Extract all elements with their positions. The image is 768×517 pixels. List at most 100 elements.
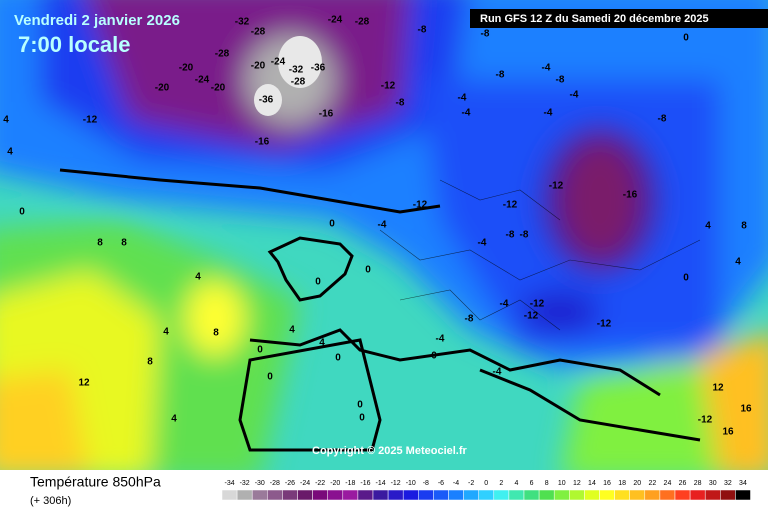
contour-label: 0 bbox=[315, 277, 321, 288]
scale-swatch bbox=[508, 489, 525, 501]
contour-label: -20 bbox=[211, 83, 226, 94]
temperature-field bbox=[0, 0, 768, 480]
run-info: Run GFS 12 Z du Samedi 20 décembre 2025 bbox=[480, 13, 709, 25]
contour-label: 0 bbox=[19, 207, 25, 218]
scale-swatch bbox=[584, 489, 600, 501]
contour-label: 0 bbox=[683, 273, 689, 284]
scale-swatch bbox=[644, 489, 661, 501]
contour-label: -8 bbox=[520, 230, 529, 241]
scale-swatch bbox=[236, 489, 253, 501]
scale-tick-label: -6 bbox=[438, 480, 444, 487]
scale-tick-label: 22 bbox=[648, 480, 656, 487]
scale-tick-label: 28 bbox=[694, 480, 702, 487]
scale-tick-label: -8 bbox=[423, 480, 429, 487]
scale-swatch bbox=[327, 489, 344, 501]
scale-swatch bbox=[251, 489, 268, 501]
contour-label: -28 bbox=[251, 27, 266, 38]
scale-tick-label: -22 bbox=[315, 480, 325, 487]
contour-label: -28 bbox=[215, 49, 230, 60]
scale-swatch bbox=[387, 489, 404, 501]
scale-swatch bbox=[372, 489, 389, 501]
scale-swatch bbox=[282, 489, 298, 501]
contour-label: -12 bbox=[698, 415, 713, 426]
scale-tick-label: -32 bbox=[240, 480, 250, 487]
scale-tick-label: 24 bbox=[664, 480, 672, 487]
scale-swatch bbox=[297, 489, 313, 501]
scale-tick-label: 12 bbox=[573, 480, 581, 487]
contour-label: -12 bbox=[381, 81, 396, 92]
contour-label: -12 bbox=[597, 319, 612, 330]
scale-tick-label: 0 bbox=[484, 480, 488, 487]
scale-swatch bbox=[735, 489, 751, 501]
scale-swatch bbox=[629, 489, 646, 501]
contour-label: 16 bbox=[740, 404, 752, 415]
contour-label: -8 bbox=[481, 29, 490, 40]
coastlines bbox=[59, 168, 701, 452]
contour-label: -8 bbox=[556, 75, 565, 86]
scale-tick-label: -18 bbox=[345, 480, 355, 487]
contour-label: -16 bbox=[623, 190, 638, 201]
scale-tick-label: -26 bbox=[285, 480, 295, 487]
scale-swatch bbox=[659, 489, 676, 501]
contour-label: -16 bbox=[255, 137, 270, 148]
contour-label: -8 bbox=[418, 25, 427, 36]
scale-tick-label: -30 bbox=[255, 480, 265, 487]
scale-swatch bbox=[418, 489, 434, 501]
scale-swatch bbox=[342, 489, 359, 501]
scale-swatch bbox=[523, 489, 540, 501]
contour-label: -8 bbox=[465, 314, 474, 325]
contour-label: 0 bbox=[431, 351, 437, 362]
contour-label: -12 bbox=[530, 299, 545, 310]
contour-label: 4 bbox=[705, 221, 711, 232]
contour-label: 0 bbox=[257, 345, 263, 356]
forecast-time: 7:00 locale bbox=[18, 32, 131, 57]
contour-label: 4 bbox=[319, 338, 325, 349]
scale-tick-label: -4 bbox=[453, 480, 459, 487]
contour-label: -8 bbox=[496, 70, 505, 81]
contour-label: -28 bbox=[291, 77, 306, 88]
scale-swatch bbox=[448, 489, 464, 501]
scale-tick-label: 16 bbox=[603, 480, 611, 487]
contour-label: 0 bbox=[267, 372, 273, 383]
contour-label: -4 bbox=[544, 108, 553, 119]
contour-label: 0 bbox=[365, 265, 371, 276]
scale-swatch bbox=[689, 489, 706, 501]
contour-label: -8 bbox=[506, 230, 515, 241]
contour-label: -12 bbox=[524, 311, 539, 322]
legend-subtitle: (+ 306h) bbox=[30, 495, 71, 507]
contour-label: 12 bbox=[712, 383, 724, 394]
scale-tick-label: 18 bbox=[618, 480, 626, 487]
contour-label: -32 bbox=[289, 65, 304, 76]
legend-title: Température 850hPa bbox=[30, 474, 161, 490]
scale-tick-label: -20 bbox=[330, 480, 340, 487]
copyright: Copyright © 2025 Meteociel.fr bbox=[312, 445, 468, 457]
contour-label: 0 bbox=[359, 413, 365, 424]
scale-swatch bbox=[538, 489, 555, 501]
contour-label: 0 bbox=[335, 353, 341, 364]
scale-swatch bbox=[493, 489, 510, 501]
contour-label: -12 bbox=[83, 115, 98, 126]
scale-tick-label: -12 bbox=[391, 480, 401, 487]
scale-swatch bbox=[402, 489, 419, 501]
scale-swatch bbox=[433, 489, 449, 501]
scale-swatch bbox=[704, 489, 721, 501]
contour-label: -24 bbox=[328, 15, 343, 26]
contour-label: -8 bbox=[658, 114, 667, 125]
scale-tick-label: -34 bbox=[224, 480, 234, 487]
contour-label: 8 bbox=[147, 357, 153, 368]
scale-tick-label: 30 bbox=[709, 480, 717, 487]
contour-label: 8 bbox=[97, 238, 103, 249]
scale-swatch bbox=[553, 489, 570, 501]
contour-label: -24 bbox=[271, 57, 286, 68]
scale-swatch bbox=[463, 489, 479, 501]
scale-tick-label: 8 bbox=[545, 480, 549, 487]
contour-label: -4 bbox=[462, 108, 471, 119]
contour-label: 0 bbox=[683, 33, 689, 44]
contour-label: -4 bbox=[500, 299, 509, 310]
scale-tick-label: 6 bbox=[530, 480, 534, 487]
contour-label: 0 bbox=[357, 400, 363, 411]
contour-label: 4 bbox=[171, 414, 177, 425]
contour-label: 4 bbox=[195, 272, 201, 283]
contour-label: -16 bbox=[319, 109, 334, 120]
contour-label: -36 bbox=[259, 95, 274, 106]
